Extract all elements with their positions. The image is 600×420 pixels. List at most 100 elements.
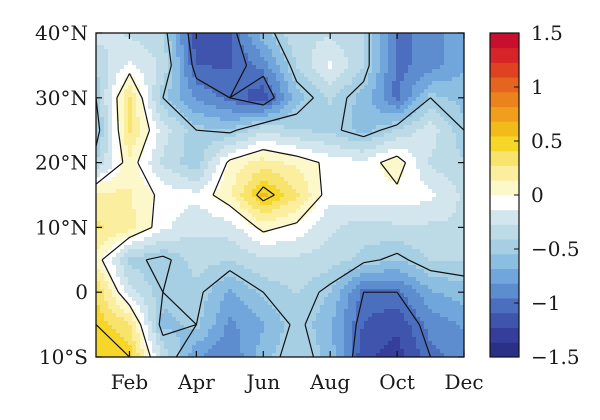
contour-cell [256,85,261,90]
contour-cell [120,129,125,134]
contour-cell [344,57,349,62]
contour-cell [152,133,157,138]
contour-cell [240,189,245,194]
contour-cell [288,237,293,242]
contour-cell [416,225,421,230]
contour-cell [364,53,369,58]
contour-cell [456,213,461,218]
contour-cell [240,153,245,158]
contour-cell [356,213,361,218]
contour-cell [284,173,289,178]
contour-cell [332,201,337,206]
contour-cell [120,41,125,46]
contour-cell [396,133,401,138]
contour-cell [392,129,397,134]
contour-cell [248,229,253,234]
contour-cell [140,201,145,206]
contour-cell [320,73,325,78]
contour-cell [140,45,145,50]
contour-cell [284,61,289,66]
contour-cell [316,233,321,238]
contour-cell [256,61,261,66]
contour-cell [136,53,141,58]
contour-cell [212,89,217,94]
contour-cell [460,181,464,186]
contour-cell [400,137,405,142]
contour-cell [316,165,321,170]
contour-cell [96,89,101,94]
contour-cell [160,65,165,70]
contour-cell [268,197,273,202]
contour-cell [428,169,433,174]
contour-cell [128,141,133,146]
contour-cell [160,201,165,206]
contour-cell [120,229,125,234]
contour-cell [388,69,393,74]
contour-cell [108,169,113,174]
contour-cell [104,109,109,114]
contour-cell [388,229,393,234]
contour-cell [428,165,433,170]
contour-cell [216,37,221,42]
contour-cell [124,73,129,78]
contour-cell [252,125,257,130]
contour-cell [300,149,305,154]
contour-cell [160,33,165,38]
contour-cell [248,245,253,250]
contour-cell [184,97,189,102]
contour-cell [308,185,313,190]
contour-cell [248,113,253,118]
contour-cell [432,241,437,246]
contour-cell [352,189,357,194]
contour-cell [420,117,425,122]
contour-cell [356,165,361,170]
contour-cell [432,101,437,106]
contour-cell [392,197,397,202]
contour-cell [160,101,165,106]
contour-cell [204,173,209,178]
contour-cell [416,241,421,246]
contour-cell [332,217,337,222]
contour-cell [328,157,333,162]
contour-cell [184,245,189,250]
contour-cell [320,157,325,162]
contour-cell [216,161,221,166]
contour-cell [324,125,329,130]
contour-cell [212,209,217,214]
contour-cell [128,81,133,86]
contour-cell [116,61,121,66]
contour-cell [324,45,329,50]
contour-cell [240,69,245,74]
contour-cell [280,53,285,58]
contour-cell [260,109,265,114]
contour-cell [108,205,113,210]
contour-cell [188,209,193,214]
contour-cell [348,37,353,42]
contour-cell [168,161,173,166]
contour-cell [436,101,441,106]
contour-cell [344,201,349,206]
contour-cell [256,169,261,174]
contour-cell [348,201,353,206]
contour-cell [392,37,397,42]
contour-cell [328,133,333,138]
contour-cell [156,225,161,230]
contour-cell [376,201,381,206]
contour-cell [236,81,241,86]
contour-cell [188,153,193,158]
contour-cell [188,169,193,174]
contour-cell [136,133,141,138]
contour-cell [184,49,189,54]
contour-cell [100,141,105,146]
contour-cell [124,45,129,50]
contour-cell [272,221,277,226]
contour-cell [332,117,337,122]
contour-cell [220,41,225,46]
contour-cell [412,205,417,210]
contour-cell [312,77,317,82]
contour-cell [376,65,381,70]
contour-cell [196,85,201,90]
contour-cell [284,221,289,226]
contour-cell [268,41,273,46]
contour-cell [372,121,377,126]
